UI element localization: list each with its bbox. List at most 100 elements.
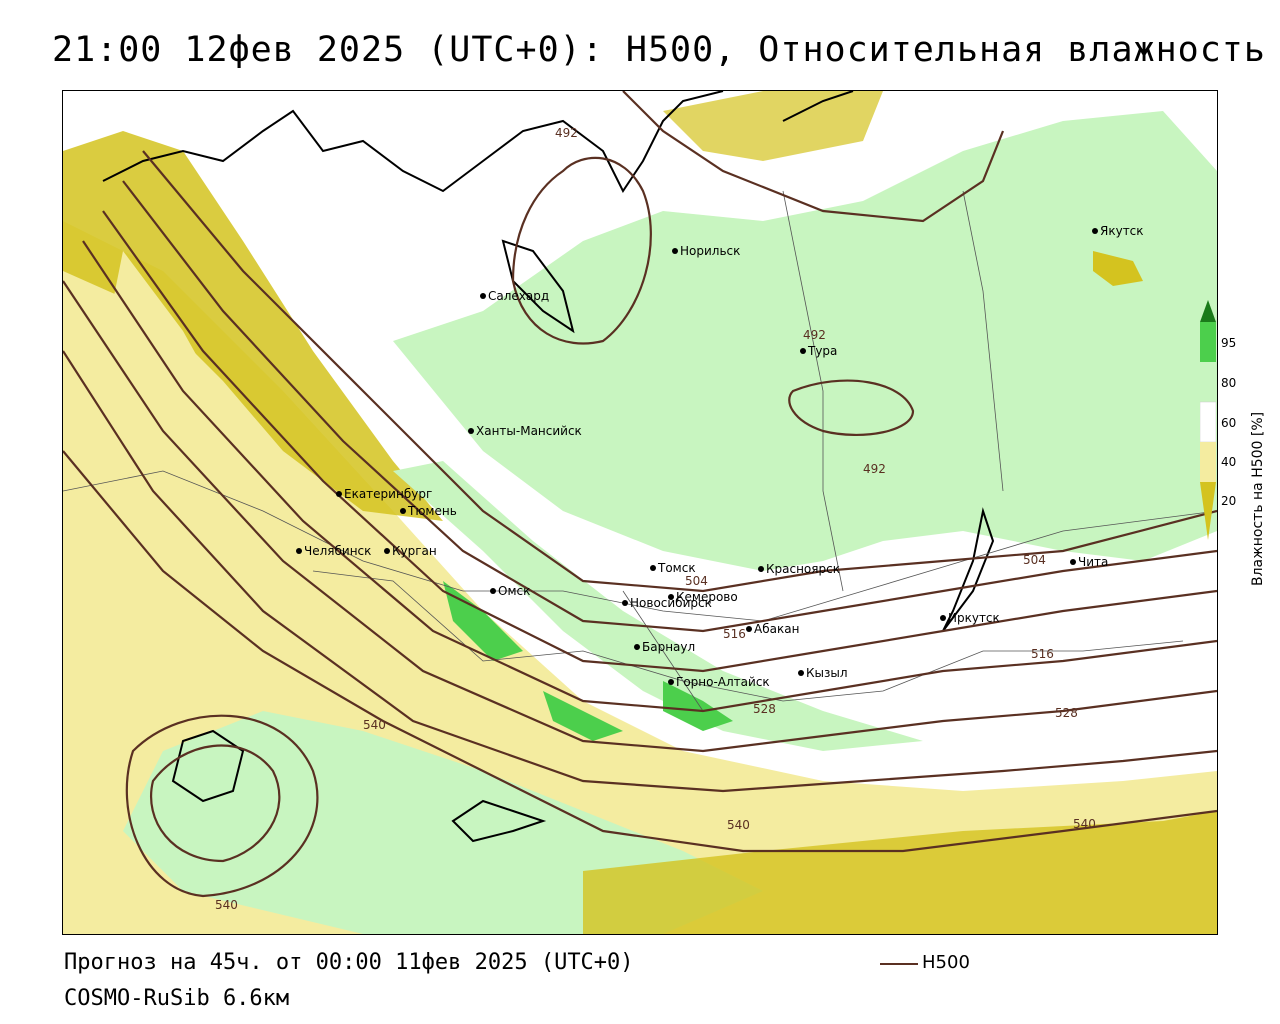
city-marker [490, 588, 496, 594]
contour-value-label: 528 [753, 702, 776, 716]
city-marker [1092, 228, 1098, 234]
contour-low-caspian [150, 744, 281, 863]
city-marker [384, 548, 390, 554]
city-label: Ханты-Мансийск [476, 424, 582, 438]
city-label: Тура [807, 344, 837, 358]
colorbar-cap-bottom [1200, 482, 1216, 540]
border-line-2 [312, 570, 1184, 702]
city-marker [480, 293, 486, 299]
contour-line [63, 450, 1217, 853]
h500-contours [63, 91, 1217, 898]
contour-value-label: 492 [555, 126, 578, 140]
city-label: Норильск [680, 244, 740, 258]
colorbar-tick: 95 [1221, 336, 1237, 350]
moist-band-central [393, 461, 923, 751]
colorbar-tick: 80 [1221, 376, 1237, 390]
humidity-field [63, 91, 1217, 934]
city-label: Иркутск [948, 611, 1000, 625]
wet-patch-gorno-altaysk [663, 681, 733, 731]
map-area[interactable]: 492 492 492 504 504 516 516 528 528 540 540 540 540 … [62, 90, 1218, 935]
city-label: Абакан [754, 622, 799, 636]
city-marker [296, 548, 302, 554]
contour-low-caspian-outer [125, 714, 319, 898]
city-label: Кызыл [806, 666, 848, 680]
border-line-3 [622, 590, 704, 712]
city-marker [650, 565, 656, 571]
city-marker [400, 508, 406, 514]
contour-labels: 492 492 492 504 504 516 516 528 528 540 540 540 540 [215, 126, 1096, 912]
arctic-coastline [102, 91, 724, 193]
contour-line [142, 150, 1217, 593]
city-markers: Якутск Норильск Салехард Тура Ханты-Мансийск… [296, 224, 1144, 689]
city-label: Новосибирск [630, 596, 712, 610]
colorbar-tick: 40 [1221, 455, 1237, 469]
city-marker [798, 670, 804, 676]
contour-value-label: 540 [363, 718, 386, 732]
city-label: Екатеринбург [344, 487, 432, 501]
dry-patch-yakutsk [1093, 251, 1143, 286]
city-label: Чита [1078, 555, 1108, 569]
contour-low-yamal [511, 156, 652, 345]
dry-patch-north [663, 91, 883, 161]
forecast-info: Прогноз на 45ч. от 00:00 11фев 2025 (UTC… [64, 950, 634, 975]
city-marker [468, 428, 474, 434]
city-marker [800, 348, 806, 354]
caspian-sea [171, 729, 245, 803]
border-line-4 [782, 190, 844, 592]
city-marker [634, 644, 640, 650]
city-label: Челябинск [304, 544, 371, 558]
map-title: 21:00 12фев 2025 (UTC+0): H500, Относите… [52, 30, 1266, 70]
colorbar-tick: 20 [1221, 494, 1237, 508]
city-label: Барнаул [642, 640, 695, 654]
city-label: Омск [498, 584, 530, 598]
border-line-5 [962, 190, 1004, 492]
city-label: Кемерово [676, 590, 738, 604]
city-marker [668, 679, 674, 685]
h500-legend-line [880, 963, 918, 965]
colorbar-segment-neutral [1199, 401, 1217, 443]
city-marker [622, 600, 628, 606]
contour-line [63, 350, 1217, 793]
city-marker [668, 594, 674, 600]
colorbar-cap-top [1200, 300, 1216, 322]
colorbar-segment-dry [1200, 442, 1216, 482]
city-label: Томск [657, 561, 696, 575]
balkhash-lake [451, 799, 547, 843]
contour-line [622, 91, 1005, 223]
city-marker [940, 615, 946, 621]
contour-value-label: 540 [727, 818, 750, 832]
wet-patch-altai [543, 691, 623, 741]
contour-line [122, 180, 1217, 633]
contour-value-label: 516 [723, 627, 746, 641]
city-marker [746, 626, 752, 632]
colorbar [1199, 300, 1217, 545]
border-line-1 [63, 470, 1217, 622]
model-name: COSMO-RuSib 6.6км [64, 986, 290, 1011]
city-marker [758, 566, 764, 572]
taymyr-coastline [782, 91, 854, 122]
contour-value-label: 516 [1031, 647, 1054, 661]
regional-borders [63, 190, 1217, 712]
colorbar-segment-wet [1200, 322, 1216, 362]
contour-line [63, 280, 1217, 753]
contour-value-label: 492 [863, 462, 886, 476]
colorbar-title: Влажность на H500 [%] [1250, 411, 1266, 586]
colorbar-segment-moist [1200, 362, 1216, 402]
very-dry-band-west [63, 131, 443, 521]
colorbar-svg [1199, 300, 1217, 540]
contour-value-label: 540 [1073, 817, 1096, 831]
contour-value-label: 504 [685, 574, 708, 588]
colorbar-tick: 60 [1221, 416, 1237, 430]
city-label: Тюмень [407, 504, 457, 518]
city-label: Красноярск [766, 562, 840, 576]
city-label: Горно-Алтайск [676, 675, 770, 689]
dry-region-west [103, 251, 363, 691]
h500-legend-label: H500 [922, 952, 970, 973]
contour-line [82, 240, 1217, 713]
city-label: Салехард [488, 289, 549, 303]
city-label: Якутск [1100, 224, 1144, 238]
contour-line [102, 210, 1217, 673]
contour-value-label: 504 [1023, 553, 1046, 567]
city-marker [1070, 559, 1076, 565]
